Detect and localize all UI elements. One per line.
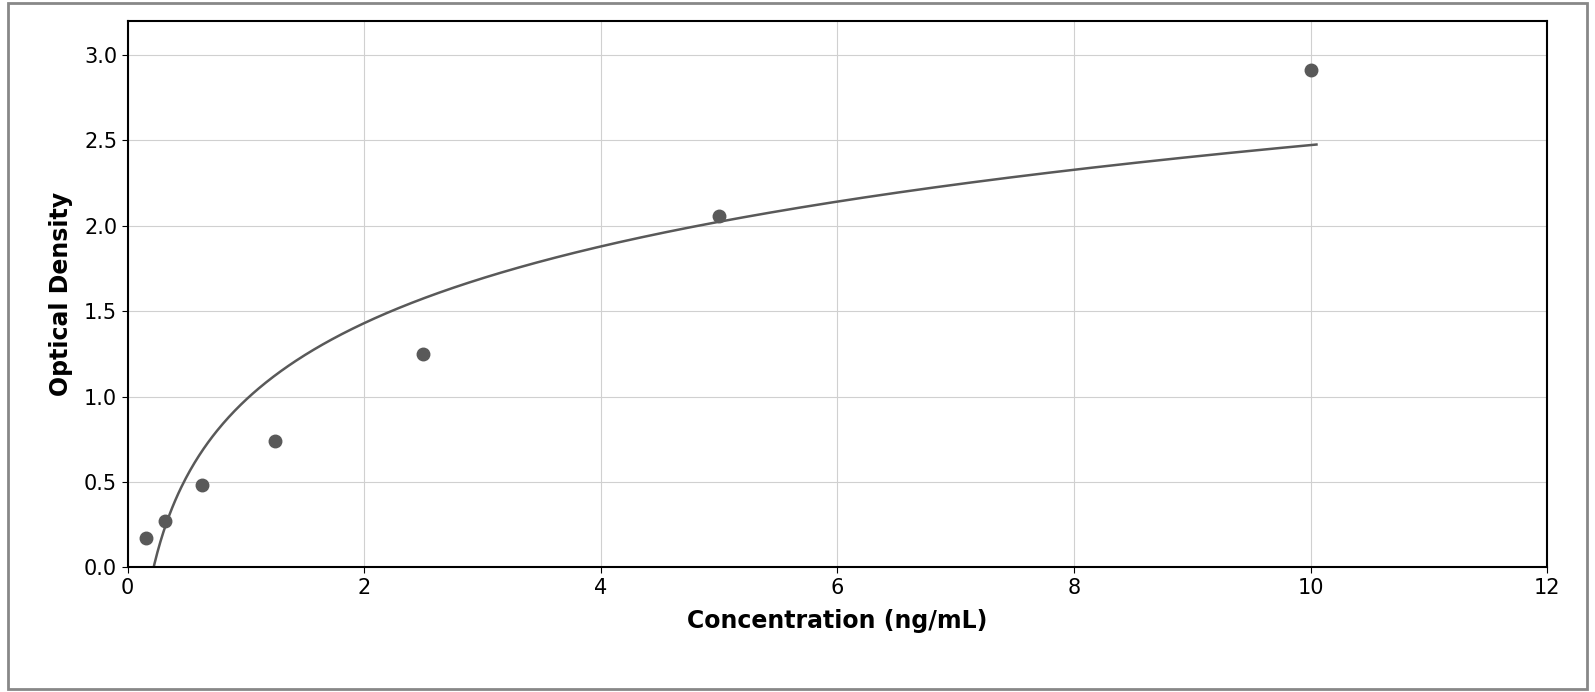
Point — [263, 435, 289, 446]
Y-axis label: Optical Density: Optical Density — [49, 192, 73, 396]
Point — [188, 480, 214, 491]
Point — [152, 516, 177, 527]
Point — [707, 210, 732, 221]
Point — [1298, 65, 1324, 76]
Point — [134, 533, 160, 544]
X-axis label: Concentration (ng/mL): Concentration (ng/mL) — [687, 609, 987, 633]
Point — [410, 348, 435, 359]
